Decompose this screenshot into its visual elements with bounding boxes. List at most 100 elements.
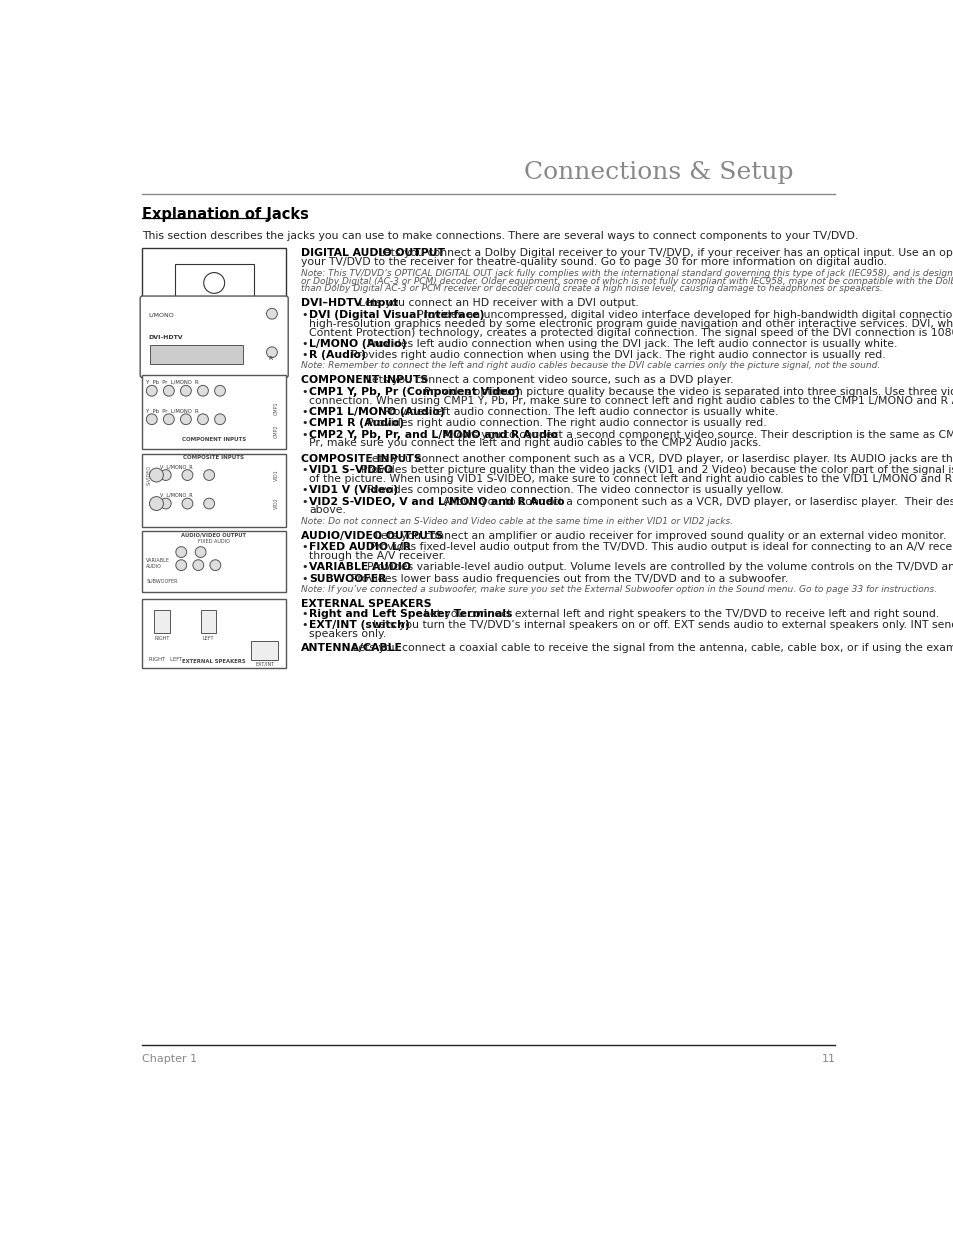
Text: RIGHT: RIGHT <box>154 636 170 641</box>
Text: S-VIDEO: S-VIDEO <box>146 466 152 485</box>
Circle shape <box>180 414 192 425</box>
Circle shape <box>175 547 187 557</box>
Text: Provides an uncompressed, digital video interface developed for high-bandwidth d: Provides an uncompressed, digital video … <box>403 310 953 320</box>
Bar <box>251 641 278 661</box>
Text: •: • <box>301 351 308 361</box>
Text: DVI-HDTV: DVI-HDTV <box>149 336 183 341</box>
Bar <box>142 531 286 592</box>
Text: •: • <box>301 419 308 429</box>
Text: Right and Left Speaker Terminals: Right and Left Speaker Terminals <box>309 609 512 619</box>
Text: Pr, make sure you connect the left and right audio cables to the CMP2 Audio jack: Pr, make sure you connect the left and r… <box>309 438 760 448</box>
Text: Provides optimum picture quality because the video is separated into three signa: Provides optimum picture quality because… <box>409 388 953 398</box>
Text: COMPONENT INPUTS: COMPONENT INPUTS <box>301 375 428 385</box>
Text: VID2: VID2 <box>274 498 279 509</box>
Text: VID1: VID1 <box>274 469 279 480</box>
Text: Lets you connect another component such as a VCR, DVD player, or laserdisc playe: Lets you connect another component such … <box>352 453 953 463</box>
Text: AUDIO/VIDEO OUTPUTS: AUDIO/VIDEO OUTPUTS <box>301 531 443 541</box>
Text: Provides composite video connection. The video connector is usually yellow.: Provides composite video connection. The… <box>353 485 783 495</box>
Text: Provides right audio connection. The right audio connector is usually red.: Provides right audio connection. The rig… <box>353 419 766 429</box>
Text: This section describes the jacks you can use to make connections. There are seve: This section describes the jacks you can… <box>142 231 858 241</box>
Bar <box>200 610 216 634</box>
Circle shape <box>214 414 225 425</box>
Text: •: • <box>301 496 308 506</box>
Text: Provides left audio connection. The left audio connector is usually white.: Provides left audio connection. The left… <box>369 408 778 417</box>
Text: CMP1: CMP1 <box>274 401 279 415</box>
Circle shape <box>266 347 277 358</box>
Text: Lets you connect an amplifier or audio receiver for improved sound quality or an: Lets you connect an amplifier or audio r… <box>361 531 945 541</box>
Text: V  L/MONO  R: V L/MONO R <box>159 493 192 498</box>
Text: •: • <box>301 485 308 495</box>
Text: FIXED AUDIO L/R: FIXED AUDIO L/R <box>309 542 411 552</box>
Text: Lets you connect a component video source, such as a DVD player.: Lets you connect a component video sourc… <box>352 375 733 385</box>
Circle shape <box>210 559 220 571</box>
Text: Provides better picture quality than the video jacks (VID1 and 2 Video) because : Provides better picture quality than the… <box>347 466 953 475</box>
Text: your TV/DVD to the receiver for theatre-quality sound. Go to page 30 for more in: your TV/DVD to the receiver for theatre-… <box>301 257 886 267</box>
Circle shape <box>204 273 224 294</box>
Text: CMP2 Y, Pb, Pr, and L/MONO and R Audio: CMP2 Y, Pb, Pr, and L/MONO and R Audio <box>309 430 558 440</box>
Text: VARIABLE AUDIO: VARIABLE AUDIO <box>309 562 411 573</box>
Text: CMP2: CMP2 <box>274 424 279 437</box>
Text: CMP1 Y, Pb, Pr (Component Video): CMP1 Y, Pb, Pr (Component Video) <box>309 388 519 398</box>
Circle shape <box>195 547 206 557</box>
Text: Provides fixed-level audio output from the TV/DVD. This audio output is ideal fo: Provides fixed-level audio output from t… <box>355 542 953 552</box>
Text: AUDIO/VIDEO OUTPUT: AUDIO/VIDEO OUTPUT <box>181 532 246 537</box>
Text: V  L/MONO  R: V L/MONO R <box>159 464 192 469</box>
Text: Connections & Setup: Connections & Setup <box>523 162 793 184</box>
Text: Explanation of Jacks: Explanation of Jacks <box>142 207 309 222</box>
Circle shape <box>214 385 225 396</box>
Text: Lets you turn the TV/DVD’s internal speakers on or off. EXT sends audio to exter: Lets you turn the TV/DVD’s internal spea… <box>359 620 953 630</box>
Text: FIXED AUDIO: FIXED AUDIO <box>197 538 230 543</box>
Text: Provides variable-level audio output. Volume levels are controlled by the volume: Provides variable-level audio output. Vo… <box>353 562 953 573</box>
Text: COMPONENT INPUTS: COMPONENT INPUTS <box>181 437 246 442</box>
Text: Note: Remember to connect the left and right audio cables because the DVI cable : Note: Remember to connect the left and r… <box>301 362 880 370</box>
Text: 11: 11 <box>821 1055 835 1065</box>
Text: •: • <box>301 310 308 320</box>
Circle shape <box>146 414 157 425</box>
Text: •: • <box>301 542 308 552</box>
Circle shape <box>182 469 193 480</box>
Text: DVI–HDTV Input: DVI–HDTV Input <box>301 299 398 309</box>
Bar <box>154 610 170 634</box>
Circle shape <box>182 498 193 509</box>
Circle shape <box>193 559 204 571</box>
Text: EXT/INT (switch): EXT/INT (switch) <box>309 620 410 630</box>
Text: Lets you connect a coaxial cable to receive the signal from the antenna, cable, : Lets you connect a coaxial cable to rece… <box>342 642 953 652</box>
Text: Provides right audio connection when using the DVI jack. The right audio connect: Provides right audio connection when usi… <box>337 351 885 361</box>
Text: •: • <box>301 573 308 584</box>
Text: VID2 S-VIDEO, V and L/MONO and R Audio: VID2 S-VIDEO, V and L/MONO and R Audio <box>309 496 564 506</box>
Text: R (Audio): R (Audio) <box>309 351 366 361</box>
Text: Lets you connect an HD receiver with a DVI output.: Lets you connect an HD receiver with a D… <box>345 299 639 309</box>
FancyBboxPatch shape <box>140 296 288 378</box>
Text: R: R <box>269 356 273 361</box>
Text: EXTERNAL SPEAKERS: EXTERNAL SPEAKERS <box>301 599 432 609</box>
Text: Chapter 1: Chapter 1 <box>142 1055 197 1065</box>
Text: •: • <box>301 430 308 440</box>
Circle shape <box>160 498 171 509</box>
Text: DIGITAL AUDIO OUTPUT: DIGITAL AUDIO OUTPUT <box>301 248 445 258</box>
Circle shape <box>160 469 171 480</box>
Text: COMPOSITE INPUTS: COMPOSITE INPUTS <box>301 453 421 463</box>
Text: •: • <box>301 408 308 417</box>
Text: Y  Pb  Pr  L/MONO  R: Y Pb Pr L/MONO R <box>146 380 199 385</box>
Text: EXTERNAL SPEAKERS: EXTERNAL SPEAKERS <box>182 659 245 664</box>
Text: Provides lower bass audio frequencies out from the TV/DVD and to a subwoofer.: Provides lower bass audio frequencies ou… <box>337 573 788 584</box>
Text: VID1 V (Video): VID1 V (Video) <box>309 485 397 495</box>
Text: VID1 S–VIDEO: VID1 S–VIDEO <box>309 466 393 475</box>
Circle shape <box>204 498 214 509</box>
Circle shape <box>175 559 187 571</box>
Text: •: • <box>301 466 308 475</box>
Text: •: • <box>301 388 308 398</box>
Text: above.: above. <box>309 505 346 515</box>
Text: Note: Do not connect an S-Video and Video cable at the same time in either VID1 : Note: Do not connect an S-Video and Vide… <box>301 516 733 526</box>
Text: Provides left audio connection when using the DVI jack. The left audio connector: Provides left audio connection when usin… <box>353 340 897 350</box>
Circle shape <box>197 385 208 396</box>
Text: Let you connect external left and right speakers to the TV/DVD to receive left a: Let you connect external left and right … <box>409 609 938 619</box>
Text: Note: This TV/DVD’s OPTICAL DIGITAL OUT jack fully complies with the internation: Note: This TV/DVD’s OPTICAL DIGITAL OUT … <box>301 269 953 278</box>
Bar <box>174 264 253 303</box>
Circle shape <box>204 469 214 480</box>
Text: DVI (Digital Visual Interface): DVI (Digital Visual Interface) <box>309 310 484 320</box>
Text: connection. When using CMP1 Y, Pb, Pr, make sure to connect left and right audio: connection. When using CMP1 Y, Pb, Pr, m… <box>309 396 953 406</box>
Text: •: • <box>301 609 308 619</box>
Circle shape <box>146 385 157 396</box>
Circle shape <box>266 309 277 319</box>
